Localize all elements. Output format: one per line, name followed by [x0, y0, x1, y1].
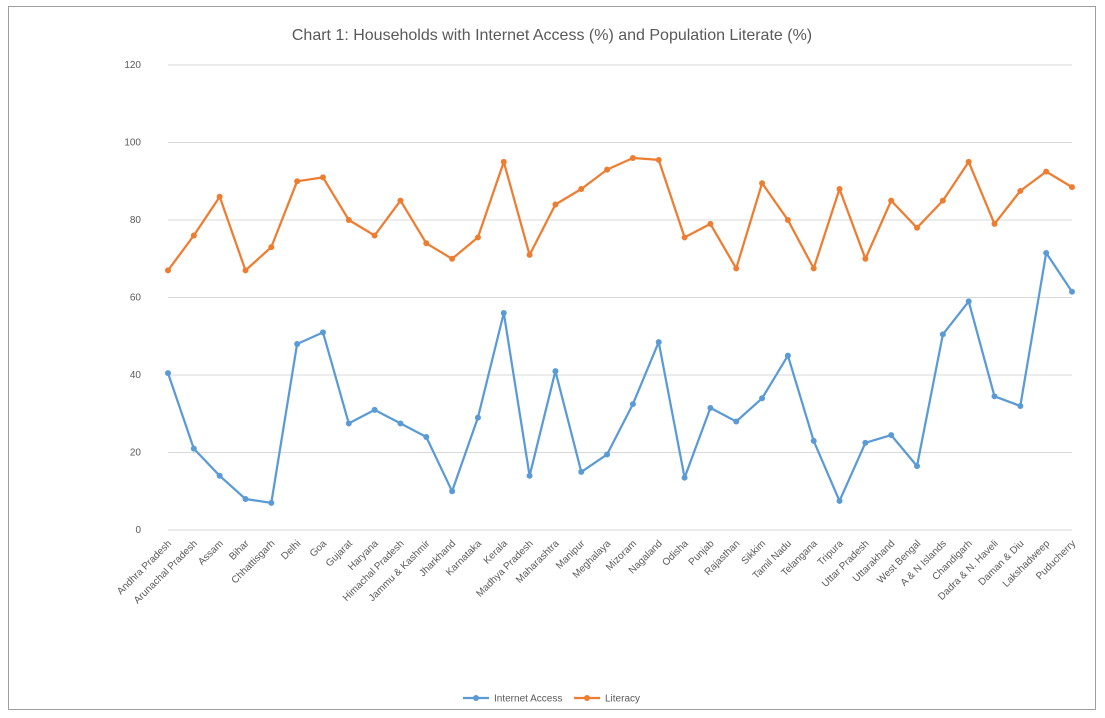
- series-group: [165, 155, 1075, 506]
- data-point: [939, 331, 946, 338]
- data-point: [345, 420, 352, 427]
- data-point: [655, 156, 662, 163]
- data-point: [190, 445, 197, 452]
- data-point: [294, 178, 301, 185]
- data-point: [500, 310, 507, 316]
- data-point: [345, 217, 352, 223]
- y-tick-label: 0: [135, 525, 141, 536]
- data-point: [888, 432, 895, 439]
- legend-swatch-marker: [584, 695, 590, 701]
- x-tick-label: Delhi: [279, 538, 303, 562]
- series-line: [166, 251, 1073, 505]
- data-point: [526, 472, 533, 479]
- data-point: [552, 368, 559, 375]
- data-point: [242, 267, 249, 274]
- data-point: [552, 201, 559, 208]
- legend: Internet Access Literacy: [463, 694, 640, 705]
- data-point: [1069, 288, 1075, 295]
- data-point: [578, 468, 585, 475]
- data-point: [784, 352, 791, 359]
- x-tick-label: Goa: [308, 538, 329, 559]
- data-point: [1017, 403, 1024, 409]
- data-point: [733, 265, 740, 272]
- data-point: [449, 255, 456, 262]
- data-point: [914, 224, 921, 231]
- data-point: [1043, 168, 1050, 175]
- data-point: [319, 329, 326, 336]
- data-point: [294, 341, 301, 347]
- data-point: [965, 158, 972, 165]
- data-point: [655, 339, 662, 346]
- legend-label: Literacy: [605, 694, 640, 705]
- y-tick-label: 60: [130, 293, 142, 304]
- data-point: [371, 232, 378, 239]
- data-point: [836, 186, 843, 192]
- data-point: [707, 220, 714, 227]
- data-point: [604, 166, 611, 173]
- data-point: [604, 451, 611, 458]
- data-point: [784, 217, 791, 223]
- series-line: [167, 156, 1073, 272]
- data-point: [371, 406, 378, 413]
- y-tick-label: 40: [130, 370, 142, 381]
- data-point: [1069, 184, 1075, 191]
- data-point: [242, 496, 249, 502]
- data-point: [268, 244, 275, 251]
- data-point: [862, 439, 869, 446]
- data-point: [216, 193, 223, 200]
- data-point: [629, 401, 636, 408]
- y-tick-label: 100: [124, 138, 141, 149]
- data-point: [423, 434, 430, 440]
- data-point: [423, 240, 430, 247]
- data-point: [629, 155, 636, 161]
- data-point: [397, 420, 404, 427]
- data-point: [681, 234, 688, 241]
- data-point: [500, 158, 507, 165]
- data-point: [733, 418, 740, 425]
- y-tick-label: 20: [130, 448, 142, 459]
- data-point: [474, 234, 481, 241]
- y-tick-label: 80: [130, 215, 142, 226]
- legend-swatch-marker: [473, 695, 479, 701]
- x-tick-label: Odisha: [661, 538, 691, 568]
- data-point: [991, 220, 998, 227]
- data-point: [190, 232, 197, 239]
- data-point: [862, 255, 869, 262]
- chart-frame: [8, 6, 1096, 710]
- data-point: [888, 197, 895, 204]
- legend-label: Internet Access: [494, 694, 562, 705]
- data-point: [319, 174, 326, 181]
- data-point: [991, 393, 998, 400]
- data-point: [474, 414, 481, 421]
- data-point: [526, 251, 533, 258]
- data-point: [268, 499, 275, 506]
- data-point: [216, 472, 223, 479]
- series-literacy: [165, 155, 1075, 274]
- data-point: [165, 267, 171, 274]
- data-point: [578, 186, 585, 192]
- data-point: [914, 463, 921, 470]
- data-point: [759, 180, 766, 187]
- y-axis: 0 20 40 60 80 100 120: [124, 60, 141, 536]
- data-point: [965, 298, 972, 305]
- data-point: [810, 265, 817, 272]
- data-point: [836, 497, 843, 504]
- data-point: [759, 395, 766, 402]
- data-point: [939, 197, 946, 204]
- data-point: [810, 437, 817, 444]
- data-point: [449, 488, 456, 495]
- series-internet-access: [165, 249, 1075, 506]
- x-tick-label: Assam: [196, 538, 225, 567]
- data-point: [681, 474, 688, 481]
- data-point: [165, 370, 171, 377]
- y-tick-label: 120: [124, 60, 141, 71]
- data-point: [397, 197, 404, 204]
- chart-title: Chart 1: Households with Internet Access…: [292, 27, 812, 44]
- data-point: [1017, 187, 1024, 194]
- gridlines: [168, 64, 1072, 531]
- data-point: [1043, 249, 1050, 256]
- data-point: [707, 404, 714, 411]
